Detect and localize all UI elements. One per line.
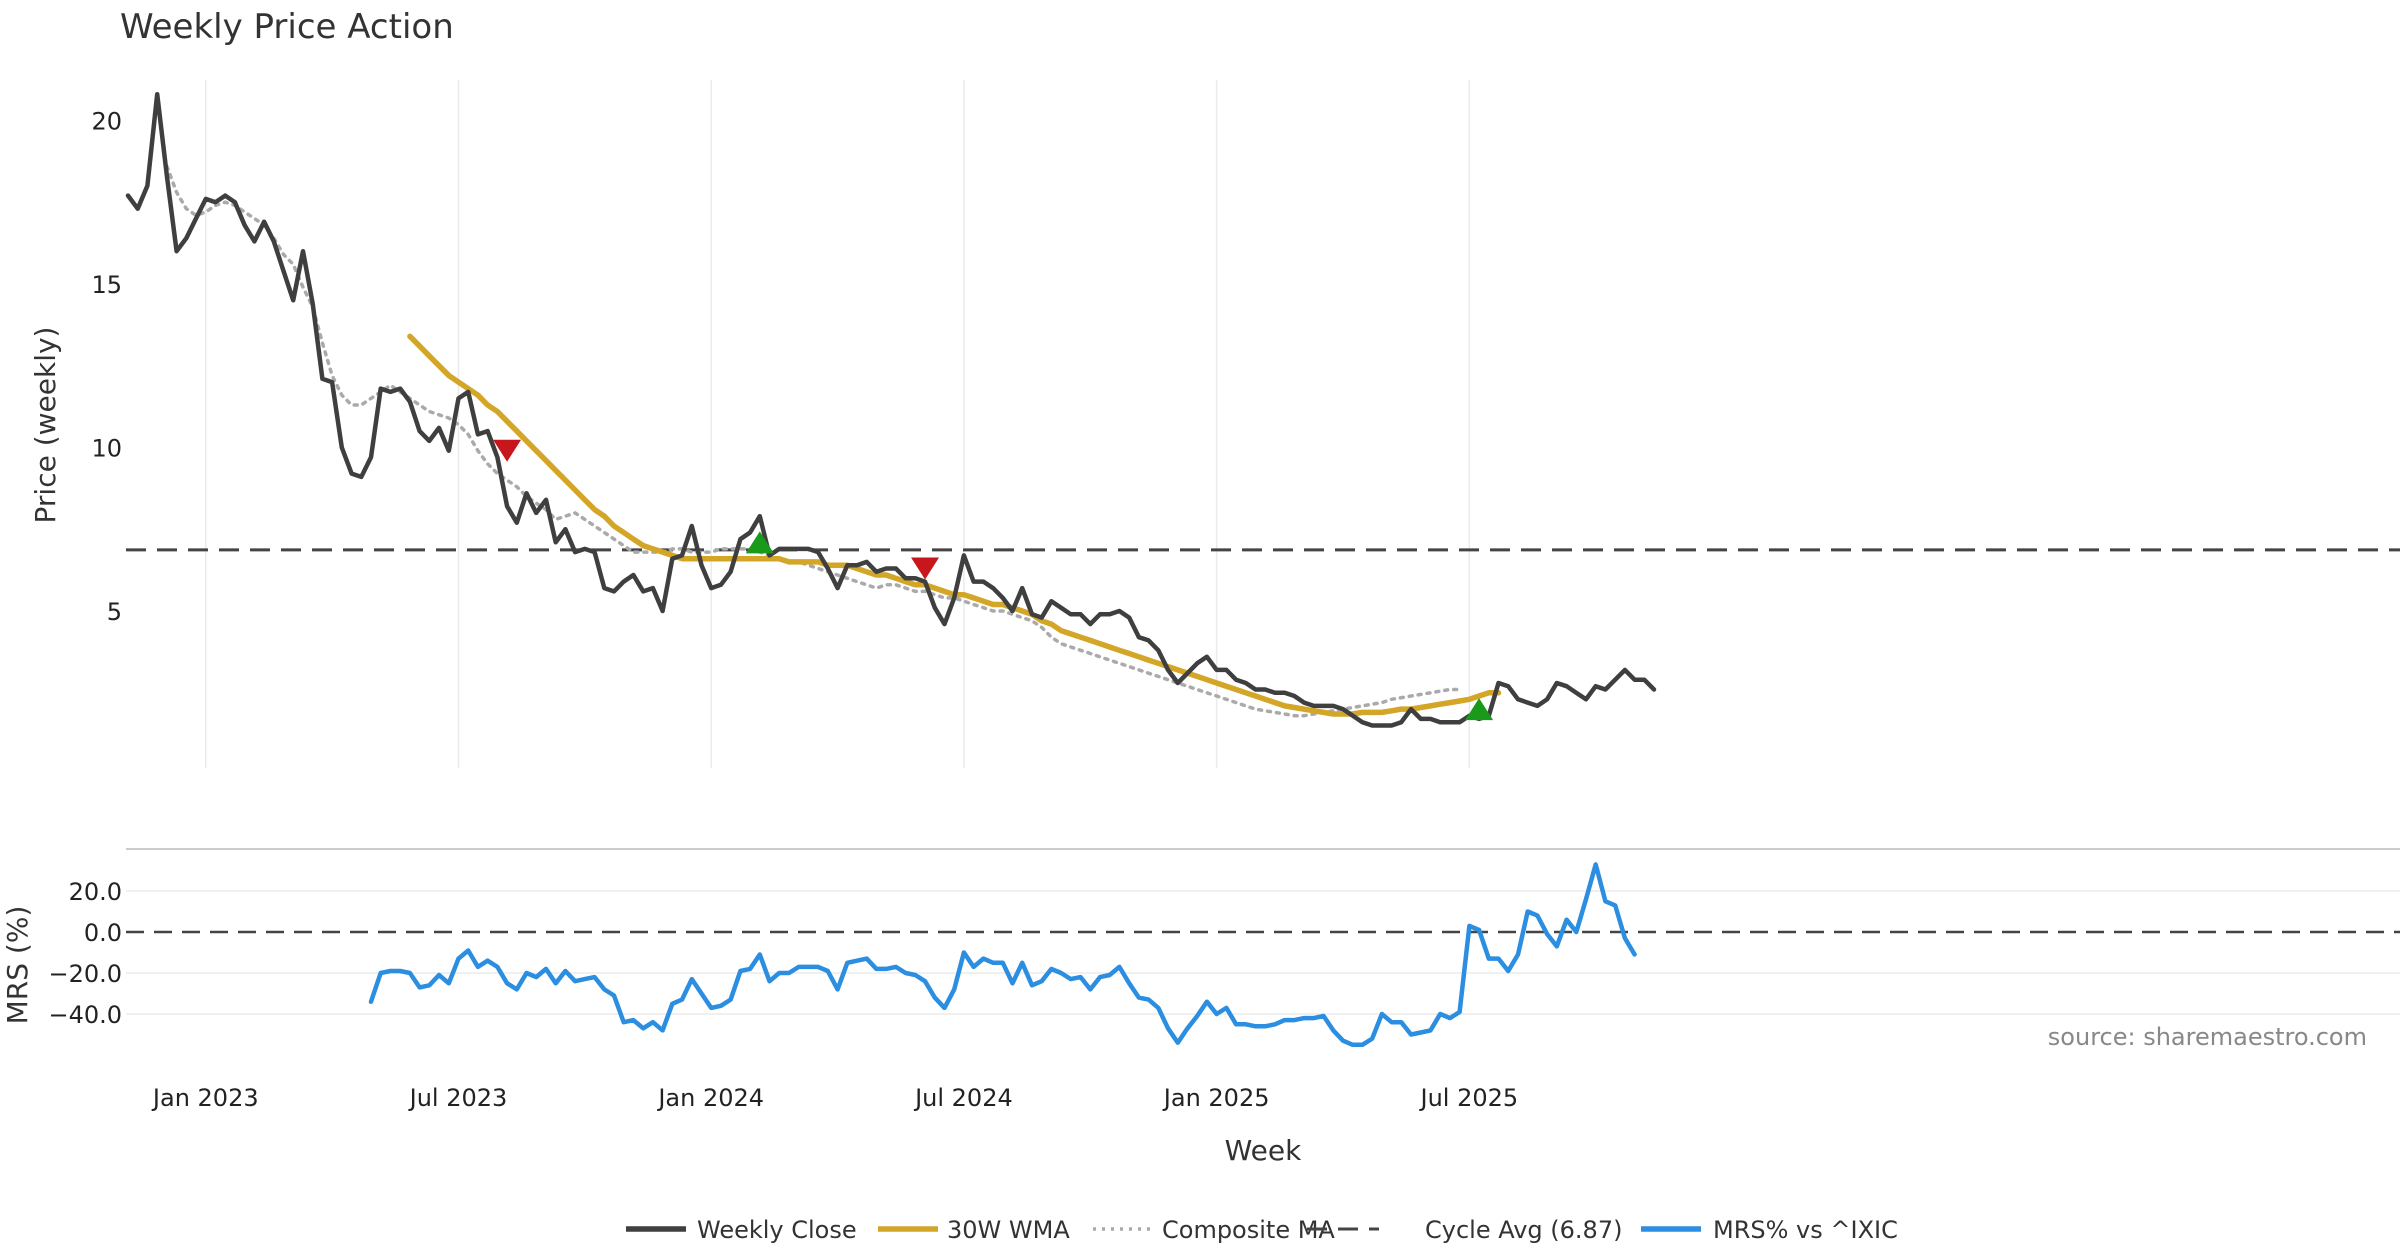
x-tick-label: Jan 2023	[151, 1084, 259, 1112]
series-weekly-close	[125, 91, 1657, 728]
mrs-y-tick-label: 20.0	[69, 878, 122, 906]
mrs-y-tick-label: −20.0	[48, 960, 122, 988]
x-tick-label: Jan 2024	[656, 1084, 764, 1112]
x-ticks: Jan 2023 Jul 2023 Jan 2024 Jul 2024 Jan 2025…	[151, 1084, 1518, 1112]
price-y-axis-label: Price (weekly)	[29, 327, 62, 524]
signal-markers	[493, 439, 1494, 721]
legend-label-composite-ma: Composite MA	[1162, 1216, 1335, 1244]
x-axis-label: Week	[1225, 1134, 1302, 1167]
mrs-series-group	[368, 862, 1637, 1048]
sell-signal-marker	[493, 439, 522, 462]
series-30w-wma	[407, 333, 1502, 717]
price-y-tick-label: 15	[91, 271, 122, 299]
price-gridlines	[205, 80, 1471, 768]
mrs-y-axis-label: MRS (%)	[1, 906, 34, 1025]
legend-label-cycle-avg-6-87: Cycle Avg (6.87)	[1425, 1216, 1622, 1244]
legend-label-weekly-close: Weekly Close	[697, 1216, 857, 1244]
buy-signal-marker	[745, 531, 774, 554]
mrs-y-tick-label: 0.0	[84, 919, 122, 947]
buy-signal-marker	[1465, 698, 1494, 721]
price-y-ticks: 5 10 15 20	[91, 107, 122, 626]
series-composite-ma	[165, 164, 1462, 718]
price-series-group	[125, 91, 2400, 728]
price-y-tick-label: 20	[91, 107, 122, 135]
x-tick-label: Jul 2024	[913, 1084, 1013, 1112]
series-mrs-vs-ixic	[368, 862, 1637, 1048]
sell-signal-marker	[911, 557, 940, 580]
x-tick-label: Jul 2025	[1419, 1084, 1519, 1112]
x-tick-label: Jan 2025	[1162, 1084, 1270, 1112]
legend-label-mrs-vs-ixic: MRS% vs ^IXIC	[1713, 1216, 1898, 1244]
chart-title: Weekly Price Action	[120, 7, 454, 47]
source-note: source: sharemaestro.com	[2048, 1023, 2367, 1051]
legend: Weekly Close 30W WMA Composite MA Cycle Avg…	[626, 1216, 1898, 1244]
x-tick-label: Jul 2023	[408, 1084, 508, 1112]
price-y-tick-label: 5	[107, 598, 122, 626]
legend-label-30w-wma: 30W WMA	[947, 1216, 1070, 1244]
mrs-y-ticks: 20.0 0.0 −20.0 −40.0	[48, 878, 122, 1029]
price-y-tick-label: 10	[91, 434, 122, 462]
mrs-y-tick-label: −40.0	[48, 1001, 122, 1029]
mrs-gridlines	[126, 890, 2400, 1015]
